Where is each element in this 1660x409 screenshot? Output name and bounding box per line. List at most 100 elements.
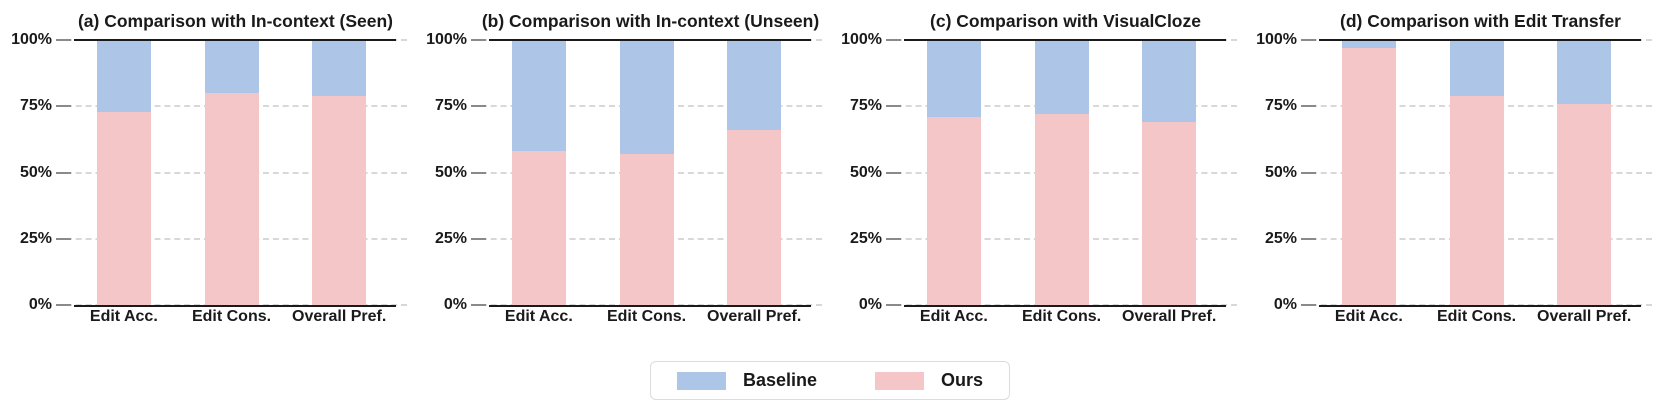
tick-mark-0 (1301, 304, 1316, 306)
tick-mark-100 (471, 39, 486, 41)
x-tick-label: Edit Acc. (504, 308, 573, 325)
tick-mark-25 (56, 237, 71, 240)
bar-group (471, 40, 822, 305)
stacked-bar (926, 40, 981, 305)
x-axis-tick-labels: Edit Acc. Edit Cons. Overall Pref. (1301, 308, 1652, 326)
x-axis-line (1319, 304, 1641, 307)
stacked-bar (1142, 40, 1197, 305)
bar-cell (700, 40, 808, 305)
bar-group (1301, 40, 1652, 305)
tick-mark-100 (56, 39, 71, 41)
stacked-bar (619, 40, 674, 305)
subplots-row: (a) Comparison with In-context (Seen) 10… (0, 11, 1660, 326)
x-axis-tick-labels: Edit Acc. Edit Cons. Overall Pref. (886, 308, 1237, 326)
tick-mark-50 (1301, 171, 1316, 174)
subplot-title: (b) Comparison with In-context (Unseen) (481, 11, 820, 31)
x-tick-label: Edit Cons. (1436, 308, 1517, 325)
bar-cell (1115, 40, 1223, 305)
bar-segment-baseline (1341, 40, 1396, 48)
x-tick-label: Edit Acc. (89, 308, 158, 325)
bar-cell (1530, 40, 1638, 305)
y-tick-label: 25% (434, 229, 467, 247)
bar-segment-baseline (204, 40, 259, 93)
bar-group (886, 40, 1237, 305)
y-axis-tick-labels: 100% 75% 50% 25% 0% (0, 31, 56, 313)
x-tick-label: Edit Acc. (1334, 308, 1403, 325)
plot-row: 100% 75% 50% 25% 0% (1245, 31, 1660, 313)
x-tick-label: Edit Cons. (191, 308, 272, 325)
y-tick-label: 50% (434, 163, 467, 181)
plot-area (471, 39, 822, 307)
baseline-color-swatch (676, 371, 726, 390)
bar-cell (178, 40, 286, 305)
bar-segment-ours (1557, 103, 1612, 305)
bar-segment-ours (96, 111, 151, 305)
x-axis-tick-labels: Edit Acc. Edit Cons. Overall Pref. (471, 308, 822, 326)
top-axis-line (1319, 39, 1641, 41)
y-tick-label: 50% (1264, 163, 1297, 181)
bar-segment-ours (204, 93, 259, 305)
bar-cell (285, 40, 393, 305)
y-tick-label: 25% (19, 229, 52, 247)
y-tick-label: 100% (1256, 31, 1297, 48)
bar-cell (900, 40, 1008, 305)
x-tick-label: Overall Pref. (1122, 308, 1217, 325)
bar-cell (593, 40, 701, 305)
legend: Baseline Ours (649, 361, 1011, 400)
tick-mark-75 (471, 105, 486, 108)
y-tick-label: 25% (1264, 229, 1297, 247)
x-axis-line (74, 304, 396, 307)
top-axis-line (904, 39, 1226, 41)
y-tick-label: 0% (858, 296, 882, 313)
legend-item-baseline: Baseline (676, 370, 818, 391)
y-tick-label: 0% (28, 296, 52, 313)
stacked-bar (1449, 40, 1504, 305)
plot-area (56, 39, 407, 307)
x-axis-line (489, 304, 811, 307)
tick-mark-25 (1301, 237, 1316, 240)
stacked-bar (312, 40, 367, 305)
subplot-title: (a) Comparison with In-context (Seen) (77, 11, 394, 31)
bar-segment-ours (511, 151, 566, 305)
y-tick-label: 75% (19, 97, 52, 115)
plot-row: 100% 75% 50% 25% 0% (415, 31, 830, 313)
subplot-title: (d) Comparison with Edit Transfer (1340, 11, 1621, 31)
y-axis-tick-labels: 100% 75% 50% 25% 0% (1245, 31, 1301, 313)
y-tick-label: 75% (1264, 97, 1297, 115)
bar-cell (70, 40, 178, 305)
y-tick-label: 50% (849, 163, 882, 181)
bar-segment-baseline (926, 40, 981, 117)
tick-mark-50 (471, 171, 486, 174)
stacked-bar (96, 40, 151, 305)
legend-label-ours: Ours (941, 370, 984, 390)
x-tick-label: Edit Cons. (1021, 308, 1102, 325)
stacked-bar (1341, 40, 1396, 305)
bar-cell (1423, 40, 1531, 305)
x-tick-label: Overall Pref. (1537, 308, 1632, 325)
stacked-bar (511, 40, 566, 305)
plot-area (886, 39, 1237, 307)
tick-mark-75 (56, 105, 71, 108)
bar-segment-baseline (1449, 40, 1504, 96)
x-axis-tick-labels: Edit Acc. Edit Cons. Overall Pref. (56, 308, 407, 326)
x-tick-label: Overall Pref. (292, 308, 387, 325)
tick-mark-50 (886, 171, 901, 174)
bar-segment-baseline (312, 40, 367, 96)
tick-mark-0 (886, 304, 901, 306)
plot-area (1301, 39, 1652, 307)
tick-mark-0 (56, 304, 71, 306)
plot-row: 100% 75% 50% 25% 0% (0, 31, 415, 313)
plot-row: 100% 75% 50% 25% 0% (830, 31, 1245, 313)
bar-segment-baseline (1557, 40, 1612, 104)
tick-mark-25 (886, 237, 901, 240)
top-axis-line (489, 39, 811, 41)
bar-cell (1315, 40, 1423, 305)
bar-segment-ours (727, 130, 782, 305)
bar-group (56, 40, 407, 305)
legend-label-baseline: Baseline (742, 370, 818, 390)
tick-mark-25 (471, 237, 486, 240)
bar-segment-baseline (1034, 40, 1089, 115)
top-axis-line (74, 39, 396, 41)
bar-segment-baseline (619, 40, 674, 154)
